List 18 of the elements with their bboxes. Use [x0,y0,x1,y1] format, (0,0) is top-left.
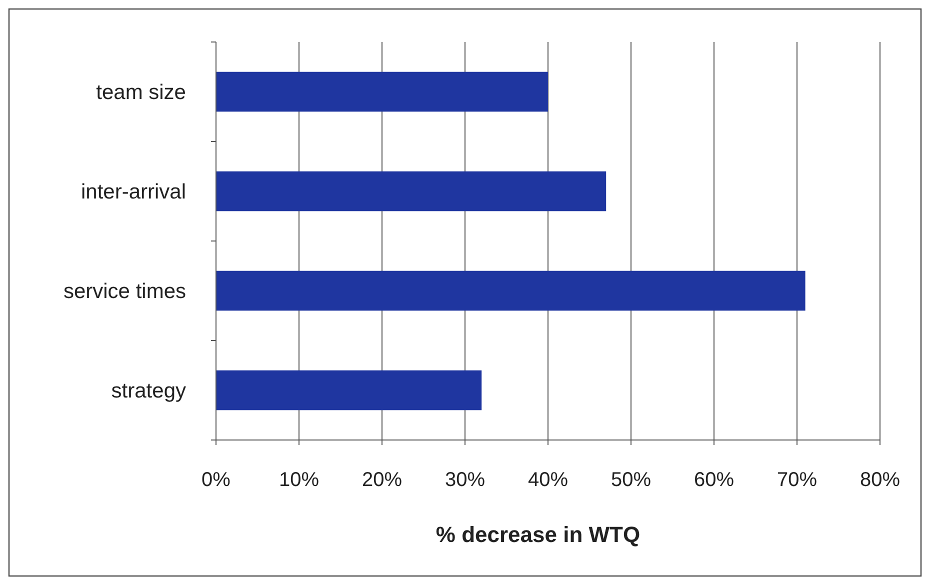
bar [216,270,806,311]
x-tick-label: 60% [694,469,734,491]
y-tick-label: strategy [111,380,186,403]
x-tick-label: 0% [202,469,231,491]
x-tick-label: 10% [278,469,320,491]
bar [216,171,606,212]
y-tick-label: service times [63,280,186,304]
x-axis-title: % decrease in WTQ [436,522,640,547]
x-tick-label: 50% [610,469,652,491]
x-tick-label: 70% [776,469,818,491]
y-tick-label: team size [96,81,186,104]
bar [216,72,548,112]
y-tick-label: inter-arrival [80,180,186,204]
x-tick-label: 80% [860,469,900,491]
x-tick-label: 40% [528,469,568,491]
x-tick-label: 30% [444,469,486,491]
bar [216,370,482,410]
x-tick-label: 20% [362,469,402,491]
